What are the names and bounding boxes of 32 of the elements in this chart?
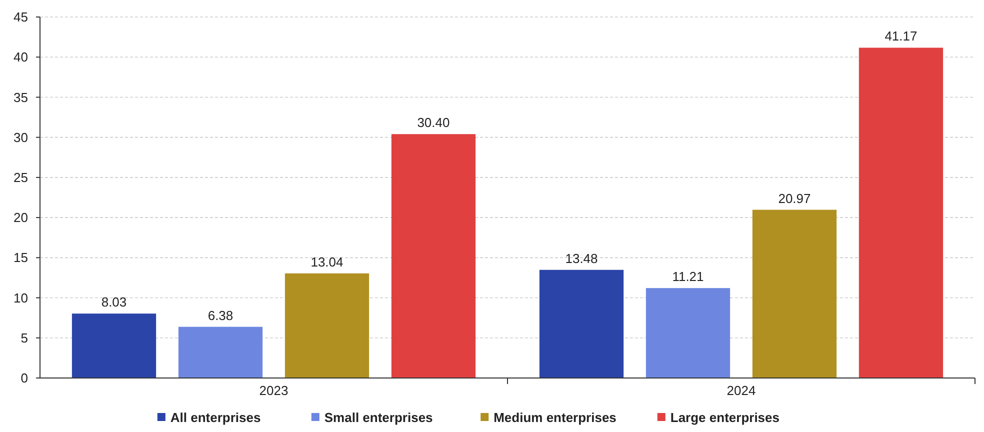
legend-label: Small enterprises	[324, 410, 433, 425]
x-tick-label: 2024	[726, 383, 756, 398]
legend-label: Medium enterprises	[494, 410, 616, 425]
data-label: 30.40	[417, 115, 450, 130]
bar	[72, 314, 156, 378]
bar	[391, 134, 476, 378]
data-label: 13.48	[565, 250, 598, 266]
y-tick-label: 20	[14, 210, 28, 226]
bar	[284, 273, 370, 378]
bar	[178, 326, 263, 378]
y-tick-label: 25	[14, 170, 28, 185]
bar	[539, 270, 624, 378]
bar	[752, 210, 837, 378]
legend-label: All enterprises	[170, 410, 261, 425]
y-tick-label: 30	[14, 130, 28, 145]
data-label: 20.97	[778, 190, 811, 206]
bar	[858, 48, 944, 378]
data-label: 8.03	[101, 294, 127, 310]
data-label: 6.38	[208, 308, 234, 323]
x-tick-label: 2023	[259, 383, 288, 398]
y-tick-label: 40	[14, 50, 28, 65]
data-label: 13.04	[310, 254, 344, 270]
y-tick-label: 35	[14, 90, 28, 105]
y-tick-label: 10	[14, 290, 28, 306]
y-tick-label: 5	[20, 330, 28, 346]
data-label: 11.21	[672, 269, 704, 284]
bar	[646, 288, 730, 378]
legend-label: Large enterprises	[670, 410, 780, 425]
data-label: 41.17	[884, 28, 918, 44]
y-tick-label: 0	[20, 370, 28, 386]
y-tick-label: 45	[14, 10, 28, 25]
y-tick-label: 15	[14, 250, 28, 266]
